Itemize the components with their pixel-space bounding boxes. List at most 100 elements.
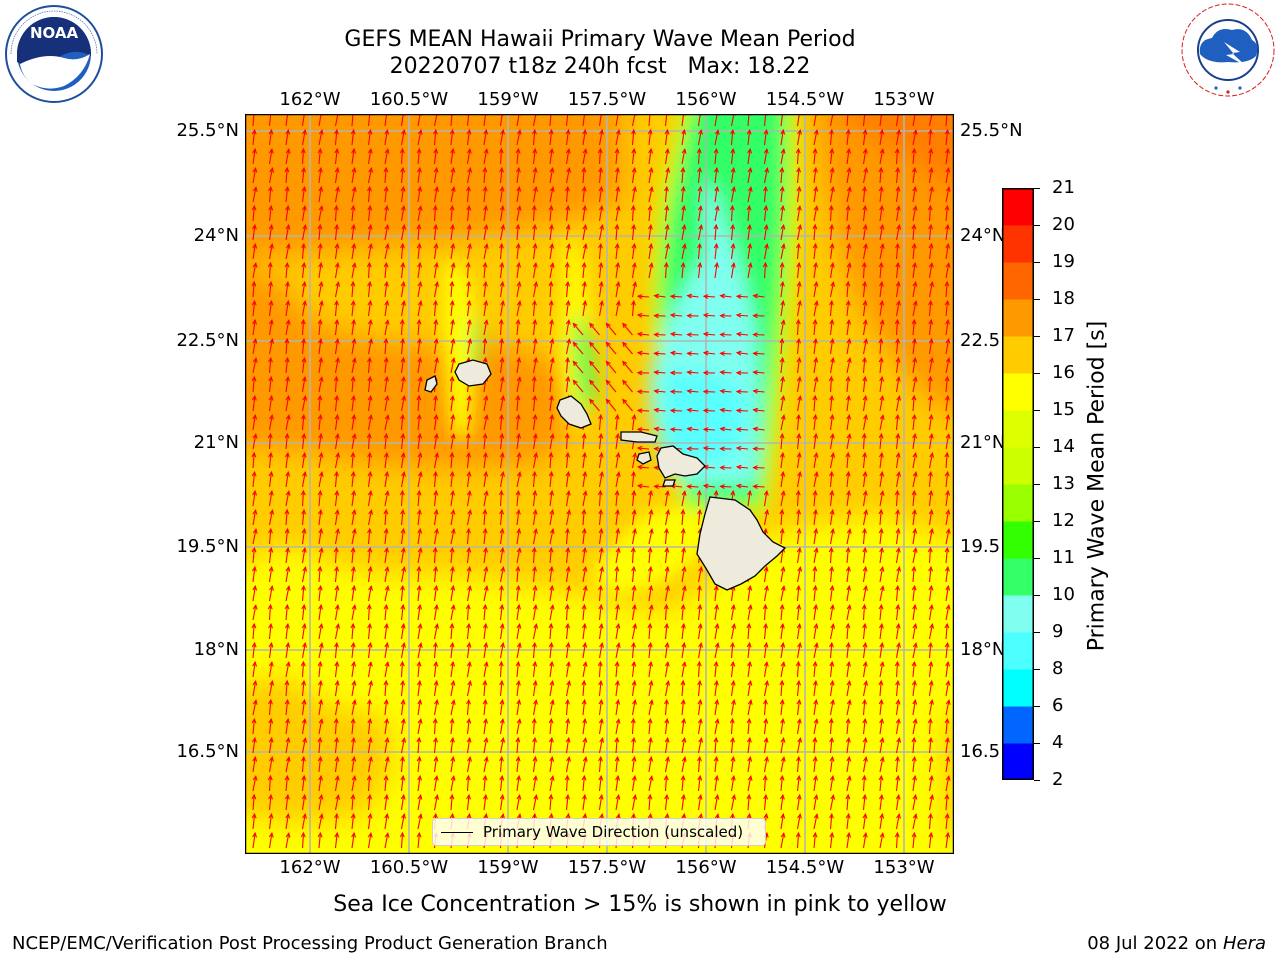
direction-arrow-head [302,224,308,230]
direction-arrow-shaft [301,319,305,336]
direction-arrow-head [417,813,423,819]
direction-arrow-shaft [268,795,272,811]
direction-arrow-head [828,546,834,553]
direction-arrow-head [797,737,803,743]
direction-arrow-head [284,337,290,344]
direction-arrow-shaft [549,529,554,545]
direction-arrow-shaft [846,510,851,526]
direction-arrow-head [450,679,456,686]
direction-arrow-head [434,527,439,534]
direction-arrow-shaft [829,282,834,298]
lat-tick-right: 16.5 [960,741,1001,762]
direction-arrow-shaft [582,130,586,146]
direction-arrow-shaft [582,282,586,298]
direction-arrow-shaft [268,738,273,754]
direction-arrow-head [653,426,660,432]
direction-arrow-head [532,242,538,249]
direction-arrow-shaft [318,586,322,602]
direction-arrow-shaft [565,225,570,241]
map-panel [245,114,954,854]
direction-arrow-head [862,356,867,363]
direction-arrow-shaft [648,757,652,773]
direction-arrow-shaft [334,149,338,165]
direction-arrow-head [631,736,637,743]
direction-arrow-head [862,831,868,838]
direction-arrow-shaft [945,794,948,811]
direction-arrow-head [944,641,950,648]
direction-arrow-shaft [796,396,801,412]
direction-arrow-head [333,204,339,211]
direction-arrow-head [863,680,869,686]
direction-arrow-shaft [615,168,619,184]
direction-arrow-shaft [714,130,719,146]
direction-arrow-shaft [829,376,833,393]
direction-arrow-head [945,318,951,325]
direction-arrow-shaft [532,358,537,374]
direction-arrow-shaft [334,130,338,146]
direction-arrow-shaft [499,244,503,260]
direction-arrow-shaft [736,314,749,317]
direction-arrow-head [433,470,438,477]
direction-arrow-shaft [687,409,699,412]
direction-arrow-shaft [252,225,256,241]
direction-arrow-shaft [268,775,272,792]
direction-arrow-head [548,546,554,553]
direction-arrow-head [614,413,620,420]
direction-arrow-head [780,756,786,762]
direction-arrow-head [862,375,868,382]
direction-arrow-shaft [714,206,719,222]
direction-arrow-shaft [400,472,405,488]
lat-tick-left: 16.5°N [176,741,239,762]
direction-arrow-shaft [483,624,487,640]
direction-arrow-head [878,451,884,458]
direction-arrow-shaft [301,282,306,298]
direction-arrow-shaft [252,114,255,127]
direction-arrow-shaft [565,244,570,260]
direction-arrow-shaft [268,358,272,374]
direction-arrow-head [548,622,554,629]
direction-arrow-head [384,661,390,667]
direction-arrow-shaft [730,757,735,773]
direction-arrow-head [845,223,851,230]
direction-arrow-shaft [780,814,784,830]
direction-arrow-shaft [483,396,488,412]
direction-arrow-head [945,433,951,439]
direction-arrow-shaft [829,187,834,203]
direction-arrow-head [879,812,885,819]
direction-arrow-head [735,408,742,414]
direction-arrow-shaft [565,775,569,792]
direction-arrow-shaft [450,510,455,526]
direction-arrow-shaft [532,205,536,222]
direction-arrow-head [516,547,522,553]
colorbar-tick-label: 14 [1052,436,1075,457]
direction-arrow-shaft [499,472,504,488]
direction-arrow-shaft [862,339,867,355]
direction-arrow-head [267,261,273,268]
direction-arrow-head [268,128,274,135]
direction-arrow-head [318,356,324,363]
direction-arrow-head [830,281,836,287]
direction-arrow-head [549,528,555,534]
direction-arrow-head [697,793,703,800]
direction-arrow-head [301,432,307,439]
direction-arrow-shaft [879,509,882,526]
direction-arrow-shaft [351,281,354,298]
direction-arrow-shaft [862,301,867,317]
direction-arrow-shaft [367,814,372,830]
direction-arrow-shaft [879,833,884,849]
direction-arrow-shaft [384,149,389,165]
direction-arrow-shaft [516,605,520,621]
direction-arrow-shaft [895,168,899,184]
direction-arrow-shaft [367,643,372,659]
direction-arrow-head [251,204,257,211]
direction-arrow-head [334,394,340,401]
direction-arrow-head [582,243,588,249]
direction-arrow-head [400,185,406,192]
direction-arrow-head [714,129,720,135]
direction-arrow-shaft [862,586,867,602]
direction-arrow-shaft [351,301,355,317]
direction-arrow-shaft [813,130,818,146]
direction-arrow-shaft [450,434,455,450]
direction-arrow-shaft [565,700,569,716]
direction-arrow-head [500,299,505,306]
